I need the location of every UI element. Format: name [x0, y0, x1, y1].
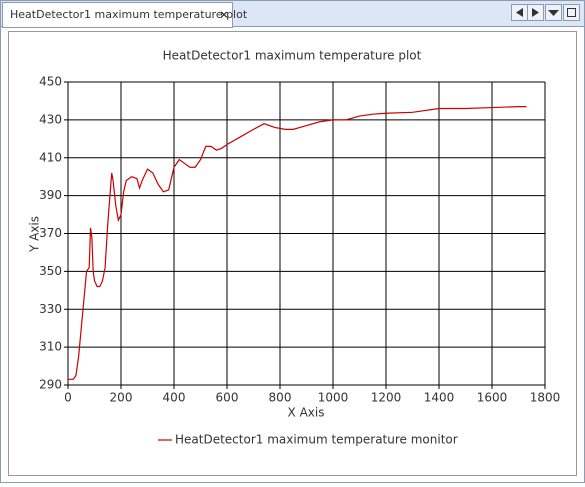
x-tick-label: 1600: [477, 391, 508, 405]
y-tick-label: 410: [39, 150, 62, 164]
x-tick-label: 800: [269, 391, 292, 405]
y-tick-label: 390: [39, 188, 62, 202]
y-tick-label: 430: [39, 112, 62, 126]
x-tick-label: 1000: [318, 391, 349, 405]
nav-menu-icon: [548, 10, 559, 16]
x-tick-label: 0: [64, 391, 72, 405]
tab-close[interactable]: ×: [219, 8, 228, 21]
y-tick-label: 290: [39, 378, 62, 392]
y-tick-label: 310: [39, 340, 62, 354]
y-tick-label: 350: [39, 264, 62, 278]
x-tick-label: 200: [110, 391, 133, 405]
y-tick-label: 330: [39, 302, 62, 316]
nav-left-icon: [516, 8, 523, 17]
nav-maximize[interactable]: [563, 4, 580, 21]
x-axis-label: X Axis: [288, 406, 325, 420]
x-tick-label: 1200: [371, 391, 402, 405]
x-tick-label: 600: [216, 391, 239, 405]
plot-panel: [8, 31, 577, 476]
nav-maximize-icon: [567, 8, 576, 17]
y-axis-label: Y Axis: [28, 216, 42, 253]
nav-right-icon: [532, 8, 539, 17]
x-tick-label: 1400: [424, 391, 455, 405]
chart-title: HeatDetector1 maximum temperature plot: [163, 49, 422, 63]
y-tick-label: 450: [39, 75, 62, 89]
x-tick-label: 400: [163, 391, 186, 405]
tab-nav: [511, 4, 580, 21]
tab[interactable]: [2, 2, 233, 28]
legend-label: HeatDetector1 maximum temperature monito…: [175, 433, 458, 447]
x-tick-label: 1800: [530, 391, 561, 405]
data-line: [68, 106, 527, 380]
tab-label: HeatDetector1 maximum temperature plot: [10, 8, 248, 21]
y-tick-label: 370: [39, 226, 62, 240]
